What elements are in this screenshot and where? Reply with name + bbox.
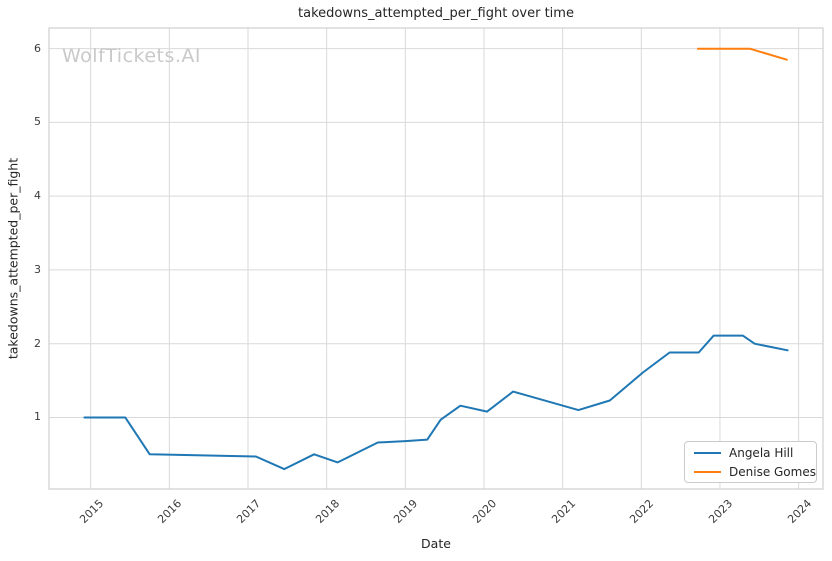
legend-item-denise-gomes: Denise Gomes	[685, 464, 816, 479]
y-tick-label: 6	[34, 41, 41, 55]
y-tick-label: 4	[34, 189, 41, 203]
y-tick-label: 3	[34, 262, 41, 276]
series-line-angela-hill	[83, 334, 789, 471]
legend-line-sample-orange	[694, 470, 721, 473]
watermark: WolfTickets.AI	[62, 45, 202, 67]
x-axis-label: Date	[421, 536, 451, 551]
legend-item-angela-hill: Angela Hill	[685, 445, 816, 460]
plot-border	[48, 27, 824, 490]
y-tick-label: 5	[34, 115, 41, 129]
chart-title: takedowns_attempted_per_fight over time	[298, 6, 574, 21]
y-tick-label: 2	[34, 336, 41, 350]
y-axis-label: takedowns_attempted_per_fight	[5, 157, 21, 360]
y-tick-label: 1	[34, 410, 41, 424]
series-line-denise-gomes	[696, 47, 788, 61]
legend-label: Denise Gomes	[729, 464, 816, 479]
legend-label: Angela Hill	[729, 445, 794, 460]
legend-line-sample-blue	[694, 451, 721, 454]
legend: Angela Hill Denise Gomes	[684, 441, 817, 483]
